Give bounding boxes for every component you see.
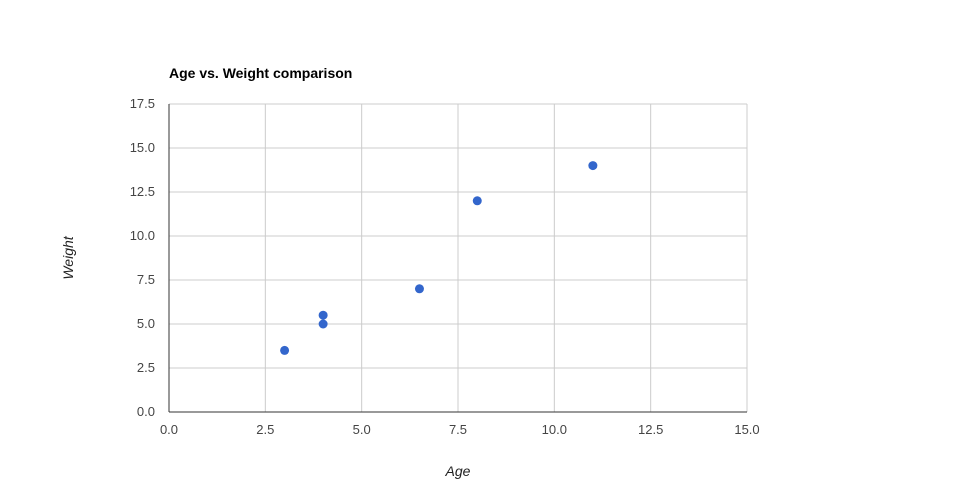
y-tick-label: 5.0: [137, 316, 155, 331]
data-point[interactable]: [318, 319, 328, 329]
x-tick-label: 7.5: [449, 422, 467, 437]
data-point[interactable]: [588, 161, 598, 171]
data-point[interactable]: [280, 345, 290, 355]
x-tick-label: 2.5: [256, 422, 274, 437]
data-point[interactable]: [472, 196, 482, 206]
chart-title: Age vs. Weight comparison: [169, 65, 353, 81]
y-tick-label: 0.0: [137, 404, 155, 419]
data-point[interactable]: [318, 310, 328, 320]
x-tick-label: 15.0: [734, 422, 759, 437]
x-axis-label: Age: [445, 463, 471, 479]
y-tick-label: 7.5: [137, 272, 155, 287]
y-tick-label: 17.5: [130, 96, 155, 111]
y-tick-label: 15.0: [130, 140, 155, 155]
y-tick-label: 12.5: [130, 184, 155, 199]
data-point[interactable]: [414, 284, 424, 294]
x-tick-label: 10.0: [542, 422, 567, 437]
y-tick-label: 2.5: [137, 360, 155, 375]
y-tick-label: 10.0: [130, 228, 155, 243]
x-tick-label: 12.5: [638, 422, 663, 437]
x-tick-label: 0.0: [160, 422, 178, 437]
y-axis-label: Weight: [60, 236, 76, 280]
x-tick-label: 5.0: [353, 422, 371, 437]
